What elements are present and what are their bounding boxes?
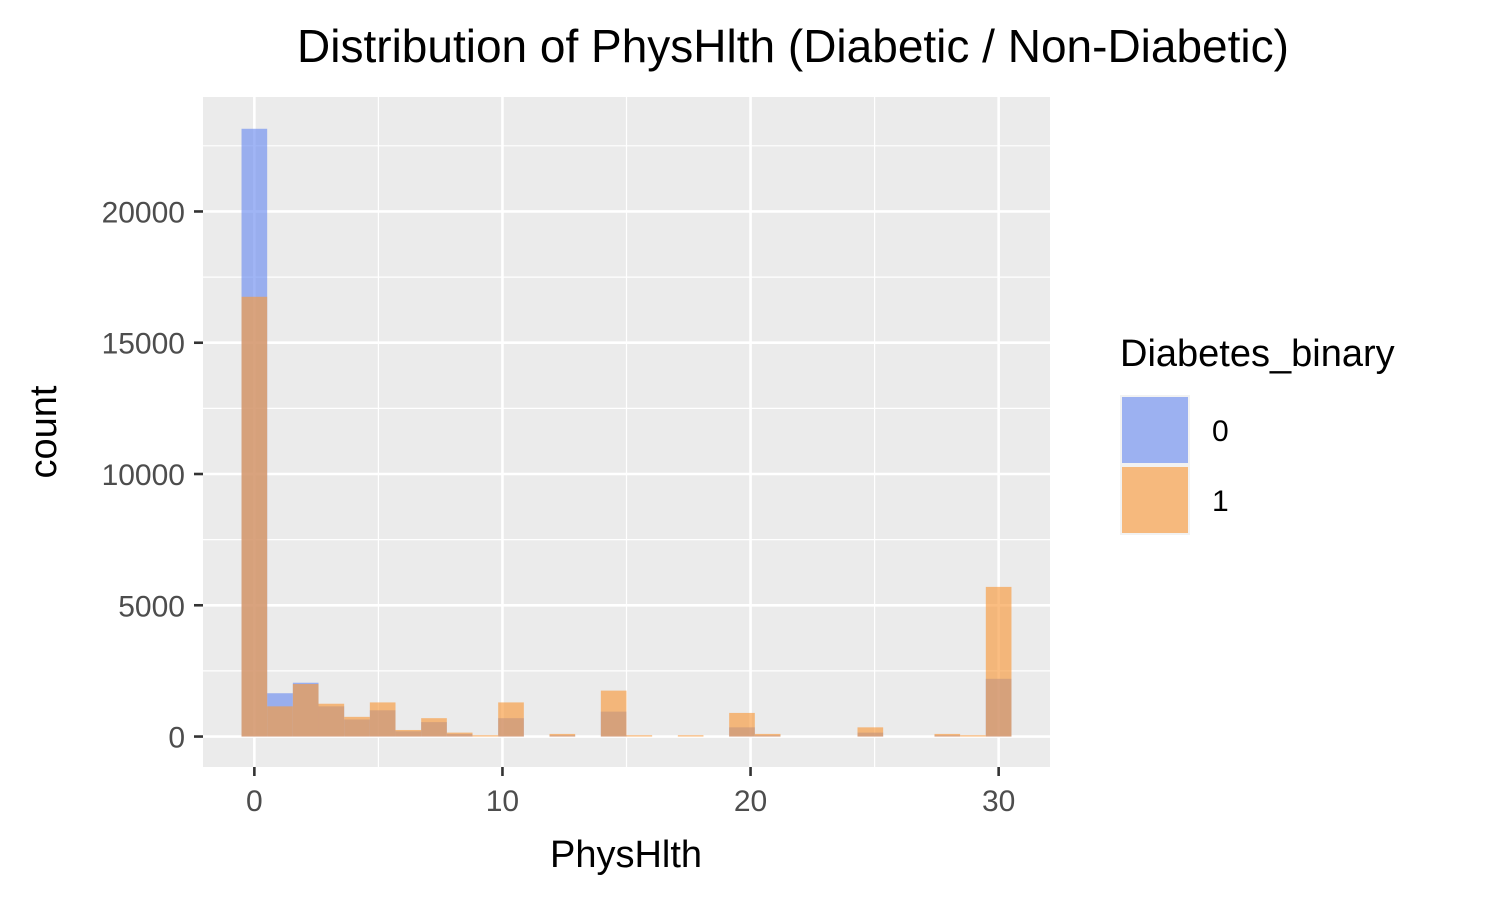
- x-tick-label: 10: [486, 785, 519, 818]
- grid-minor: [203, 97, 1050, 767]
- bar-series-1: [677, 735, 704, 737]
- bar-series-1: [395, 729, 422, 737]
- bar-series-1: [857, 727, 884, 737]
- bar-series-1: [600, 690, 627, 737]
- x-axis: 0 10 20 30: [246, 767, 1015, 818]
- chart-title: Distribution of PhysHlth (Diabetic / Non…: [297, 20, 1289, 72]
- legend-swatch-1: [1122, 467, 1188, 533]
- x-tick-label: 0: [246, 785, 263, 818]
- x-tick-label: 30: [982, 785, 1015, 818]
- x-tick-label: 20: [734, 785, 767, 818]
- bars: [241, 128, 1012, 737]
- bar-series-1: [498, 702, 524, 737]
- y-axis: 0 5000 10000 15000 20000: [102, 196, 203, 755]
- legend-label-1: 1: [1212, 485, 1229, 518]
- bar-series-1: [729, 712, 755, 737]
- legend-swatch-0: [1122, 397, 1188, 463]
- bar-series-1: [267, 706, 293, 737]
- y-tick-label: 10000: [102, 459, 185, 492]
- bar-series-1: [934, 733, 961, 737]
- y-axis-title: count: [23, 385, 65, 478]
- x-axis-title: PhysHlth: [550, 834, 702, 876]
- bar-series-1: [421, 718, 447, 737]
- bar-series-1: [960, 735, 986, 737]
- bar-series-1: [446, 732, 473, 737]
- bar-series-1: [344, 716, 370, 737]
- bar-series-1: [549, 733, 576, 737]
- y-tick-label: 15000: [102, 328, 185, 361]
- legend: Diabetes_binary 0 1: [1120, 333, 1395, 535]
- bar-series-1: [985, 586, 1012, 737]
- y-tick-label: 20000: [102, 196, 185, 229]
- bar-series-1: [626, 735, 653, 737]
- bar-series-1: [241, 296, 268, 737]
- y-tick-label: 0: [168, 722, 185, 755]
- legend-title: Diabetes_binary: [1120, 333, 1395, 375]
- bar-series-1: [472, 735, 499, 737]
- bar-series-1: [292, 684, 319, 737]
- bar-series-1: [369, 702, 396, 737]
- legend-label-0: 0: [1212, 415, 1229, 448]
- y-tick-label: 5000: [118, 590, 185, 623]
- bar-series-1: [318, 703, 345, 737]
- bar-series-1: [754, 733, 781, 737]
